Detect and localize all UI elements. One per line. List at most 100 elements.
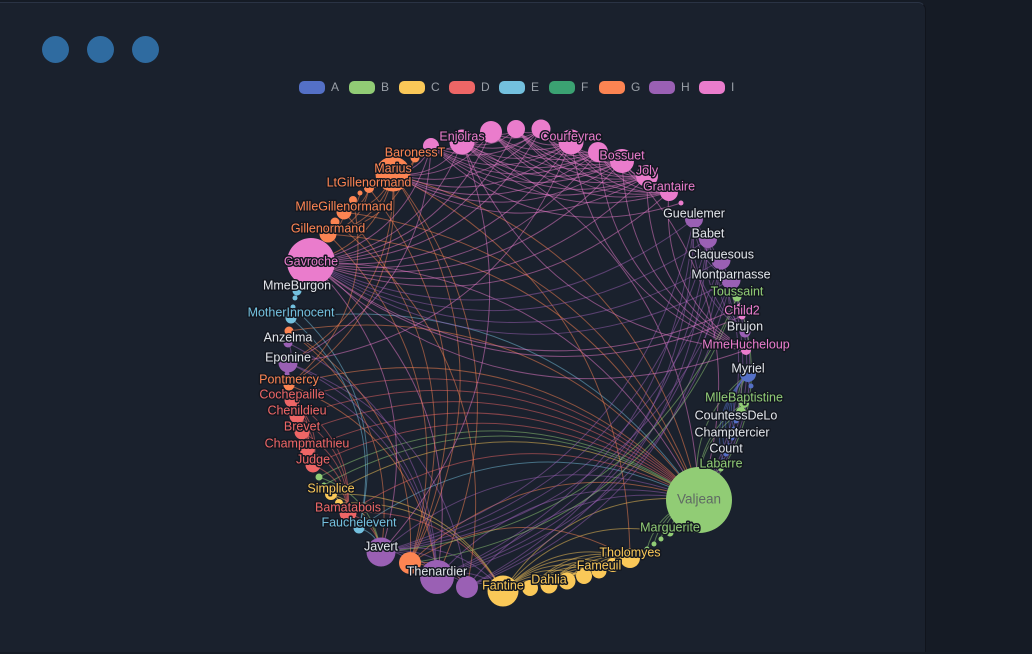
graph-node-Thenardier[interactable] [420,560,454,594]
graph-node-Myriel[interactable] [740,366,756,382]
graph-node-Brujon[interactable] [739,326,751,338]
graph-node-Judge[interactable] [305,457,321,473]
graph-node-Brevet[interactable] [294,424,310,440]
graph-node-Chenildieu[interactable] [289,408,305,424]
graph-edge-Grantaire-Courfeyrac [570,141,670,193]
graph-edge-Woman2-Valjean [288,324,700,501]
graph-node-Magnon[interactable] [330,217,340,227]
graph-node-MmeThenardier[interactable] [456,576,478,598]
graph-edge-Bahorel-Gavroche [310,151,599,269]
graph-node-MmePontmercy[interactable] [349,196,357,204]
graph-node-Isabeau[interactable] [651,541,657,547]
graph-node-Joly[interactable] [636,165,658,187]
legend-item-E[interactable]: E [499,80,549,94]
graph-node-Eponine[interactable] [278,353,298,373]
graph-node-Claquesous[interactable] [711,250,731,270]
graph-node-Prouvaire[interactable] [507,120,525,138]
graph-node-Jondrette[interactable] [292,295,298,301]
graph-node-Fantine[interactable] [487,575,519,607]
graph-edge-Brujon-Gueulemer [692,218,746,333]
graph-node-Favourite[interactable] [558,572,576,590]
graph-node-Labarre[interactable] [718,466,724,472]
graph-node-Geborand[interactable] [731,426,737,432]
graph-node-MmeDeR[interactable] [658,536,664,542]
graph-node-MmeBurgon[interactable] [292,286,302,296]
graph-node-Combeferre[interactable] [480,121,502,143]
graph-node-LtGillenormand[interactable] [364,183,374,193]
graph-node-Montparnasse[interactable] [721,270,741,290]
graph-node-MmeHucheloup[interactable] [741,345,751,355]
graph-node-MlleVaubois[interactable] [357,190,363,196]
graph-node-Gillenormand[interactable] [319,225,337,243]
graph-node-Pontmercy[interactable] [283,379,295,391]
legend-item-H[interactable]: H [649,80,699,94]
legend-item-G[interactable]: G [599,80,649,94]
graph-node-Child1[interactable] [736,303,744,311]
graph-node-Woman1[interactable] [315,473,323,481]
graph-node-Boulatruelle[interactable] [284,371,290,377]
legend-item-B[interactable]: B [349,80,399,94]
window-control-dot[interactable] [132,36,159,63]
graph-node-Bossuet[interactable] [610,149,634,173]
node-label-Labarre: Labarre [699,456,742,470]
graph-node-Zephine[interactable] [522,580,538,596]
graph-node-Gavroche[interactable] [287,238,335,286]
graph-node-Cosette[interactable] [399,552,421,574]
graph-node-Feuilly[interactable] [531,119,551,139]
graph-node-Napoleon[interactable] [748,383,754,389]
graph-node-CountessDeLo[interactable] [733,418,739,424]
graph-node-Babet[interactable] [699,230,717,248]
graph-node-OldMan[interactable] [720,458,726,464]
graph-edge-Claquesous-Javert [380,259,722,553]
graph-node-Champmathieu[interactable] [299,441,315,457]
graph-node-MotherPlutarch[interactable] [678,200,684,206]
graph-node-Valjean[interactable] [666,467,732,533]
graph-node-Gueulemer[interactable] [685,210,703,228]
graph-edge-MotherInnocent-Fauchelevent [290,317,367,529]
graph-node-Count[interactable] [723,451,729,457]
graph-node-Anzelma[interactable] [283,338,293,348]
graph-node-Cravatte[interactable] [726,443,732,449]
graph-node-Woman2[interactable] [284,326,294,336]
graph-node-Listolier[interactable] [606,558,620,572]
graph-edge-Marius-Tholomyes [392,173,631,559]
graph-node-Simplice[interactable] [325,488,337,500]
graph-node-MmeMagloire[interactable] [736,407,746,417]
graph-node-BaronessT[interactable] [410,153,420,163]
graph-node-Fauchelevent[interactable] [353,522,365,534]
graph-node-Bahorel[interactable] [588,142,608,162]
legend-item-C[interactable]: C [399,80,449,94]
window-control-dot[interactable] [42,36,69,63]
graph-node-Marguerite[interactable] [666,529,674,537]
graph-node-Grantaire[interactable] [660,183,678,201]
graph-node-Tholomyes[interactable] [620,548,640,568]
graph-node-Fameuil[interactable] [591,563,607,579]
graph-node-MlleBaptistine[interactable] [739,398,749,408]
graph-node-Gribier[interactable] [290,304,296,310]
graph-node-Scaufflaire[interactable] [321,482,327,488]
graph-node-Bamatabois[interactable] [339,504,357,522]
graph-node-Gervais[interactable] [644,546,650,552]
graph-node-Blacheville[interactable] [576,568,592,584]
graph-node-Dahlia[interactable] [540,576,558,594]
legend-item-D[interactable]: D [449,80,499,94]
legend-item-A[interactable]: A [299,80,349,94]
graph-node-Courfeyrac[interactable] [558,129,584,155]
legend-item-I[interactable]: I [699,80,749,94]
graph-node-Mabeuf[interactable] [423,138,439,154]
graph-node-Toussaint[interactable] [732,292,742,302]
legend-item-F[interactable]: F [549,80,599,94]
graph-node-Champtercier[interactable] [729,435,735,441]
graph-node-Perpetue[interactable] [335,499,343,507]
graph-node-Cochepaille[interactable] [284,392,300,408]
graph-node-Marius[interactable] [375,156,411,192]
graph-node-Javert[interactable] [366,537,396,567]
graph-node-Child2[interactable] [738,312,746,320]
graph-node-MotherInnocent[interactable] [285,312,297,324]
graph-edge-Grantaire-Combeferre [490,131,670,198]
node-label-Thenardier: Thenardier [407,564,467,578]
node-label-MotherInnocent: MotherInnocent [248,305,335,319]
window-control-dot[interactable] [87,36,114,63]
graph-node-MlleGillenormand[interactable] [336,204,352,220]
graph-node-Enjolras[interactable] [449,129,475,155]
